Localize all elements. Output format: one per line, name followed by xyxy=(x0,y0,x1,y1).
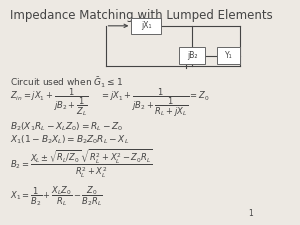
Text: $B_2(X_1 R_L - X_L Z_0) = R_L - Z_0$: $B_2(X_1 R_L - X_L Z_0) = R_L - Z_0$ xyxy=(10,121,123,133)
Text: $B_2 = \dfrac{X_L \pm \sqrt{R_L / Z_0}\,\sqrt{R_L^2 + X_L^2 - Z_0 R_L}}{R_L^2 + : $B_2 = \dfrac{X_L \pm \sqrt{R_L / Z_0}\,… xyxy=(10,148,153,180)
Text: 1: 1 xyxy=(248,209,253,218)
Bar xyxy=(131,18,161,34)
Text: $X_1(1 - B_2 X_L) = B_2 Z_0 R_L - X_L$: $X_1(1 - B_2 X_L) = B_2 Z_0 R_L - X_L$ xyxy=(10,134,129,146)
Text: $X_1 = \dfrac{1}{B_2} + \dfrac{X_L Z_0}{R_L} - \dfrac{Z_0}{B_2 R_L}$: $X_1 = \dfrac{1}{B_2} + \dfrac{X_L Z_0}{… xyxy=(10,185,103,208)
Bar xyxy=(217,47,240,64)
Text: $= jX_1 + \dfrac{1}{jB_2 + \dfrac{1}{R_L + jX_L}} = Z_0$: $= jX_1 + \dfrac{1}{jB_2 + \dfrac{1}{R_L… xyxy=(100,86,210,119)
Text: jB₂: jB₂ xyxy=(187,51,197,60)
Text: jX₁: jX₁ xyxy=(141,21,152,30)
Text: Circuit used when $\bar{G}_1 \leq 1$: Circuit used when $\bar{G}_1 \leq 1$ xyxy=(10,76,123,90)
Text: Y₁: Y₁ xyxy=(225,51,232,60)
Bar xyxy=(179,47,205,64)
Text: Impedance Matching with Lumped Elements: Impedance Matching with Lumped Elements xyxy=(10,9,273,22)
Text: $Z_{in} = jX_1 + \dfrac{1}{jB_2 + \dfrac{1}{Z_L}}$: $Z_{in} = jX_1 + \dfrac{1}{jB_2 + \dfrac… xyxy=(10,87,89,118)
